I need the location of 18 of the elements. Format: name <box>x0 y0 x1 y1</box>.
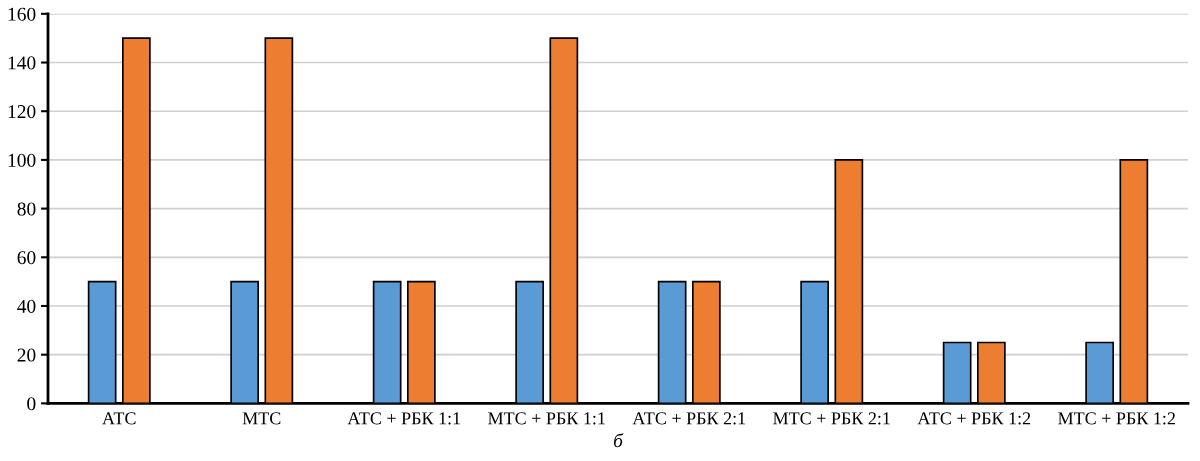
x-axis-title: б <box>613 433 624 448</box>
y-tick-label: 0 <box>27 397 36 411</box>
y-tick-label: 160 <box>8 7 36 21</box>
y-tick-label: 60 <box>17 251 36 265</box>
y-tick-label: 140 <box>8 56 36 70</box>
x-tick-label: МТС <box>242 412 281 425</box>
y-tick-label: 40 <box>17 299 36 313</box>
x-tick-label: АТС <box>102 412 136 425</box>
x-tick-label: АТС + РБК 2:1 <box>632 412 746 425</box>
x-tick-label: МТС + РБК 1:1 <box>488 412 605 425</box>
x-tick-label: МТС + РБК 1:2 <box>1058 412 1175 425</box>
y-tick-label: 100 <box>8 153 36 167</box>
y-tick-label: 120 <box>8 105 36 119</box>
x-tick-label: АТС + РБК 1:2 <box>917 412 1031 425</box>
x-tick-label: АТС + РБК 1:1 <box>347 412 461 425</box>
y-tick-label: 80 <box>17 202 36 216</box>
x-tick-label: МТС + РБК 2:1 <box>773 412 890 425</box>
y-tick-label: 20 <box>17 348 36 362</box>
